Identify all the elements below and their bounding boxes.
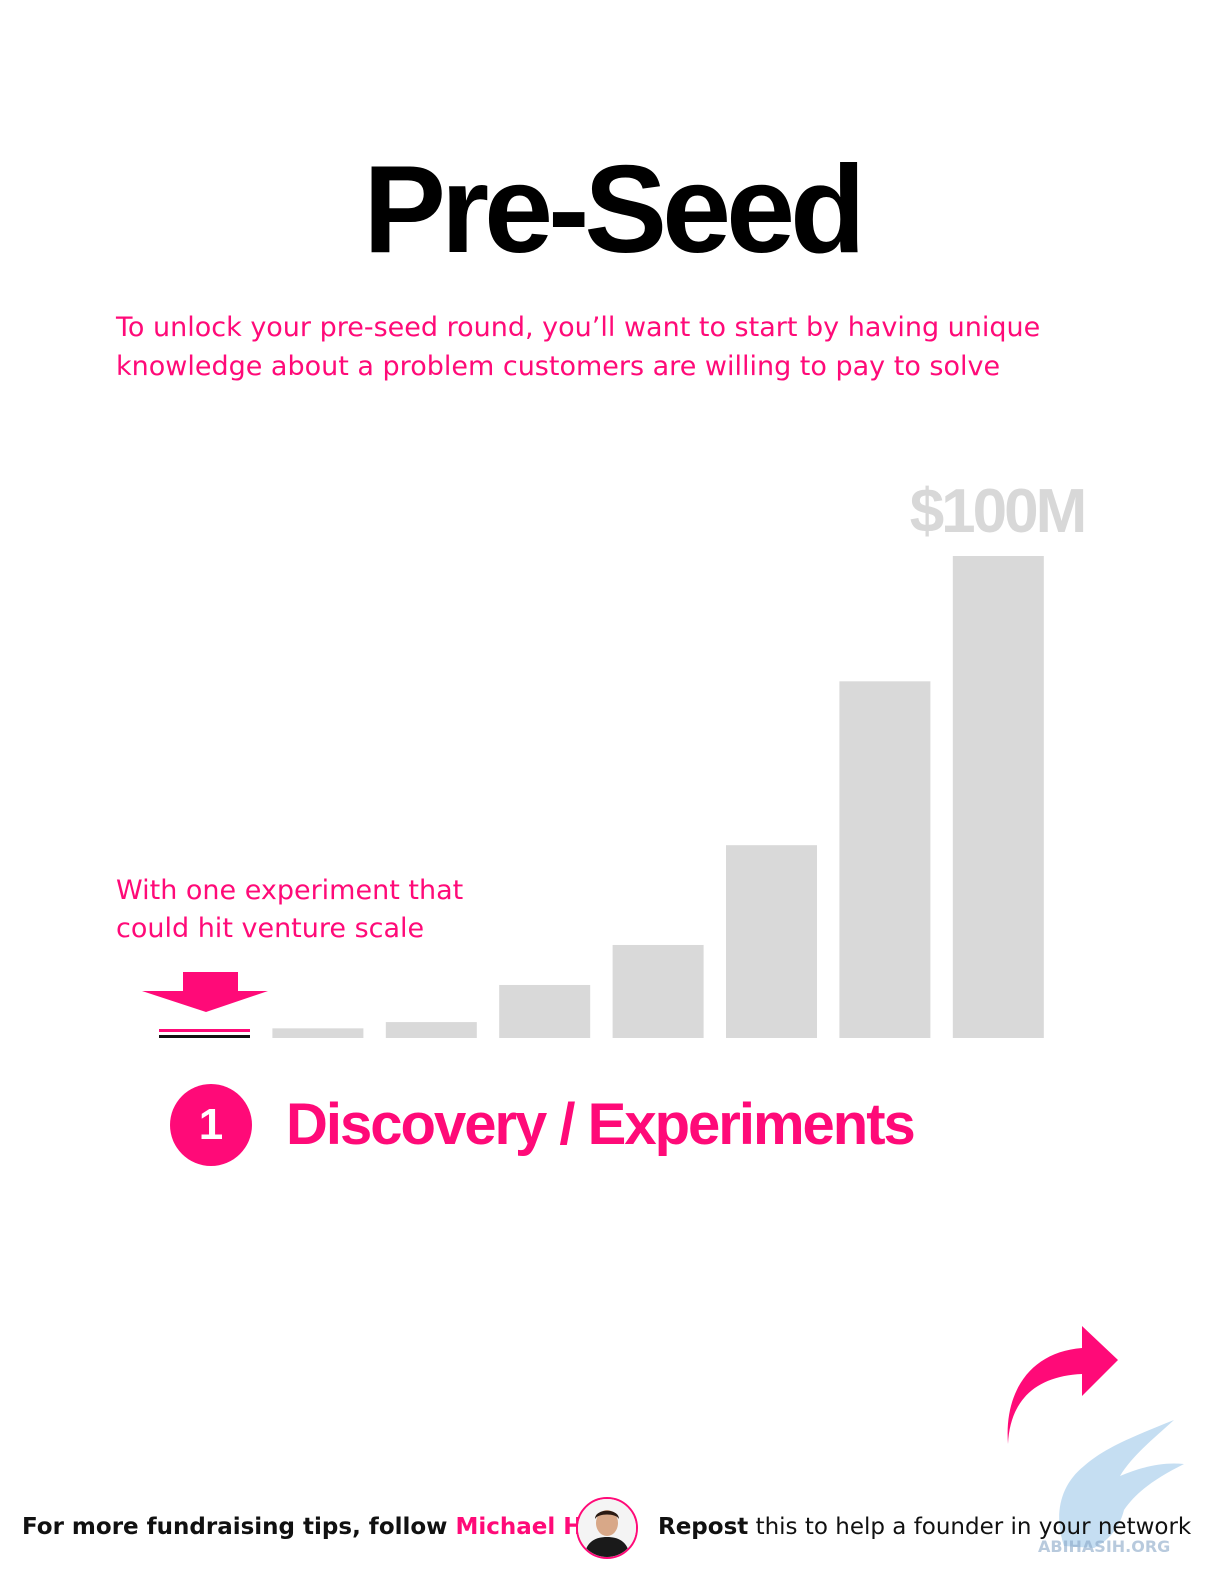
repost-rest: this to help a founder in your network (748, 1514, 1192, 1540)
down-arrow-icon (142, 972, 268, 1012)
bar-highlight-accent (159, 1029, 250, 1032)
watermark-griffin-logo: ABIHASIH.ORG (1038, 1420, 1184, 1556)
repost-cta: Repost this to help a founder in your ne… (658, 1510, 1218, 1544)
bar-5 (612, 944, 704, 1038)
bar-6 (726, 845, 817, 1038)
bar-8 (952, 556, 1044, 1038)
page-title: Pre-Seed (363, 141, 866, 279)
bars-group (159, 556, 1044, 1038)
page-subtitle: To unlock your pre-seed round, you’ll wa… (116, 312, 1041, 382)
repost-bold: Repost (658, 1514, 749, 1540)
bar-7 (839, 681, 931, 1038)
step-number-badge: 1 (170, 1084, 252, 1166)
bar-2 (272, 1028, 364, 1038)
follow-prefix: For more fundraising tips, follow (22, 1514, 456, 1540)
follow-cta: For more fundraising tips, follow Michae… (22, 1510, 598, 1544)
svg-text:ABIHASIH.ORG: ABIHASIH.ORG (1038, 1537, 1170, 1556)
curved-share-arrow-icon (1007, 1326, 1118, 1444)
bar-3 (385, 1022, 477, 1038)
author-avatar[interactable] (576, 1497, 638, 1559)
author-name-link[interactable]: Michael Ho (455, 1514, 599, 1540)
step-label: Discovery / Experiments (286, 1092, 916, 1157)
bar-4 (499, 984, 591, 1038)
avatar-photo (578, 1499, 636, 1557)
experiment-annotation: With one experiment that could hit ventu… (116, 875, 464, 944)
top-value-label: $100M (909, 477, 1088, 546)
bar-highlight-baseline (159, 1035, 250, 1038)
